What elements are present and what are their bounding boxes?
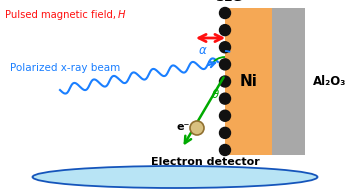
Text: SLG: SLG [215, 0, 242, 4]
Text: Pulsed magnetic field,: Pulsed magnetic field, [5, 10, 119, 20]
Circle shape [219, 145, 231, 156]
Text: H: H [118, 10, 126, 20]
Circle shape [190, 121, 204, 135]
Text: Electron detector: Electron detector [151, 157, 259, 167]
Text: θ: θ [211, 88, 219, 101]
Bar [272, 8, 305, 155]
Circle shape [219, 127, 231, 138]
Text: Al₂O₃: Al₂O₃ [313, 75, 346, 88]
Circle shape [219, 93, 231, 104]
Circle shape [219, 59, 231, 70]
Circle shape [219, 42, 231, 53]
Circle shape [219, 8, 231, 19]
Bar [225, 8, 272, 155]
Text: α: α [199, 44, 207, 57]
Text: Polarized x-ray beam: Polarized x-ray beam [10, 63, 120, 73]
Circle shape [219, 76, 231, 87]
Ellipse shape [33, 166, 318, 188]
Text: Ni: Ni [240, 74, 257, 89]
Circle shape [219, 110, 231, 121]
Text: e⁻: e⁻ [176, 122, 190, 132]
Circle shape [219, 25, 231, 36]
